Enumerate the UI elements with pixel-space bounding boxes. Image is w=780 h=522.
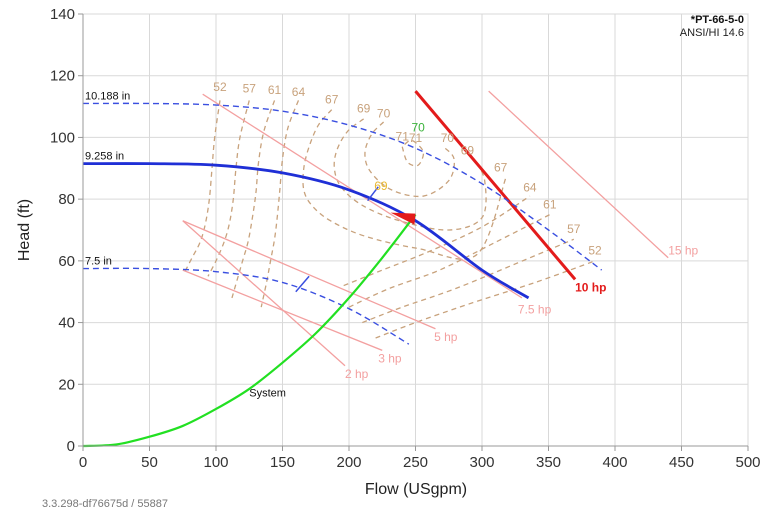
power-label: 7.5 hp xyxy=(518,302,552,316)
x-tick-label: 250 xyxy=(403,454,428,471)
axes: 0 50 100 150 200 250 300 350 400 450 500 0 20 40 60 80 1… xyxy=(50,6,761,471)
y-tick-label: 60 xyxy=(58,253,75,270)
efficiency-contour xyxy=(260,100,300,308)
labels: 2 hp 3 hp 5 hp 7.5 hp 10 hp 15 hp 10.188 in 9.2… xyxy=(85,80,699,399)
power-line xyxy=(488,90,669,259)
y-tick-label: 0 xyxy=(67,438,75,455)
efficiency-label: 57 xyxy=(567,222,581,236)
y-tick-label: 20 xyxy=(58,376,75,393)
x-tick-label: 0 xyxy=(79,454,87,471)
y-tick-label: 40 xyxy=(58,315,75,332)
x-tick-label: 200 xyxy=(336,454,361,471)
y-axis-title: Head (ft) xyxy=(16,199,33,261)
x-tick-label: 500 xyxy=(735,454,760,471)
efficiency-contour xyxy=(207,100,250,277)
efficiency-label: 69 xyxy=(461,143,475,157)
chart-title: *PT-66-5-0 xyxy=(691,14,744,26)
efficiency-contour xyxy=(375,260,596,339)
system-curve xyxy=(82,213,417,448)
efficiency-label: 64 xyxy=(523,180,537,194)
x-tick-label: 300 xyxy=(469,454,494,471)
impeller-curves xyxy=(82,102,603,345)
efficiency-label: 57 xyxy=(243,82,257,96)
x-tick-label: 50 xyxy=(141,454,158,471)
efficiency-label: 70 xyxy=(377,106,391,120)
impeller-label: 10.188 in xyxy=(85,90,130,102)
efficiency-label: 71 xyxy=(409,131,423,145)
power-label: 3 hp xyxy=(378,352,402,366)
efficiency-label: 69 xyxy=(357,102,371,116)
power-line xyxy=(182,220,346,367)
efficiency-label: 61 xyxy=(543,197,557,211)
power-line xyxy=(182,220,436,330)
efficiency-contour xyxy=(364,121,455,198)
x-tick-label: 400 xyxy=(602,454,627,471)
x-tick-label: 100 xyxy=(203,454,228,471)
impeller-label: 9.258 in xyxy=(85,151,124,163)
impeller-curve xyxy=(82,102,603,271)
x-tick-label: 150 xyxy=(270,454,295,471)
x-tick-label: 350 xyxy=(536,454,561,471)
y-tick-label: 100 xyxy=(50,129,75,146)
impeller-label: 7.5 in xyxy=(85,256,112,268)
power-label: 15 hp xyxy=(668,244,698,258)
efficiency-label: 52 xyxy=(588,244,602,258)
system-curve-label: System xyxy=(249,388,286,400)
efficiency-label: 61 xyxy=(268,83,282,97)
efficiency-label: 69 xyxy=(374,179,388,193)
power-label: 2 hp xyxy=(345,367,369,381)
efficiency-label: 71 xyxy=(396,130,410,144)
y-tick-label: 140 xyxy=(50,6,75,23)
chart-subtitle: ANSI/HI 14.6 xyxy=(680,27,744,39)
operating-point-marker xyxy=(390,212,416,225)
curve-tick-mark xyxy=(367,186,379,202)
efficiency-label: 52 xyxy=(213,80,227,94)
system-curve-group xyxy=(82,212,417,448)
efficiency-contour xyxy=(183,100,221,274)
power-line xyxy=(182,269,383,351)
efficiency-label: 67 xyxy=(494,160,508,174)
power-line-selected xyxy=(414,90,577,281)
efficiency-contour xyxy=(362,238,575,324)
x-axis-title: Flow (USgpm) xyxy=(365,481,467,498)
version-footer: 3.3.298-df76675d / 55887 xyxy=(42,498,169,510)
efficiency-label: 70 xyxy=(411,120,425,134)
y-tick-label: 80 xyxy=(58,191,75,208)
x-tick-label: 450 xyxy=(669,454,694,471)
curve-tick-mark xyxy=(295,275,310,293)
power-label: 10 hp xyxy=(575,281,606,295)
efficiency-label: 70 xyxy=(441,131,455,145)
efficiency-contour xyxy=(348,213,551,308)
power-label: 5 hp xyxy=(434,330,458,344)
efficiency-label: 64 xyxy=(292,85,306,99)
y-tick-label: 120 xyxy=(50,68,75,85)
efficiency-label: 67 xyxy=(325,92,339,106)
efficiency-contour xyxy=(302,109,507,260)
impeller-curve-selected xyxy=(82,162,530,300)
efficiency-contour xyxy=(333,118,487,231)
